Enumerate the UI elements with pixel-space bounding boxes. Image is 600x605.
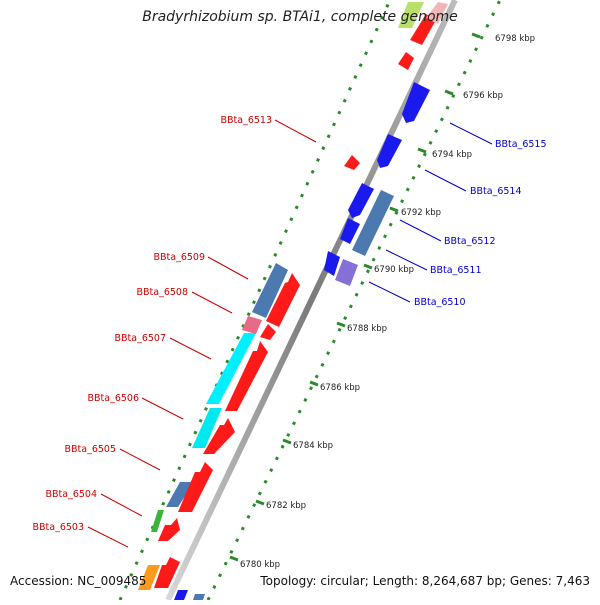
gene-top-red-a	[398, 52, 414, 70]
gene-label-bbta-6507: BBta_6507	[114, 333, 166, 344]
left-label-leaders	[87, 119, 317, 548]
gene-6512-block	[352, 190, 394, 256]
gene-6507	[225, 341, 268, 411]
genome-backbone	[165, 0, 458, 602]
gene-label-bbta-6505: BBta_6505	[64, 444, 116, 455]
gene-label-bbta-6504: BBta_6504	[45, 489, 97, 500]
gene-top-red-b	[410, 14, 436, 45]
scale-label-6784: 6784 kbp	[293, 441, 333, 451]
gene-bottom-blue-a	[174, 590, 188, 600]
scale-label-6788: 6788 kbp	[347, 324, 387, 334]
scale-label-6792: 6792 kbp	[401, 208, 441, 218]
scale-label-6782: 6782 kbp	[266, 501, 306, 511]
gene-6509	[266, 273, 300, 327]
gene-6515	[402, 82, 430, 123]
gene-label-bbta-6515: BBta_6515	[495, 139, 547, 150]
scale-label-6780: 6780 kbp	[240, 560, 280, 570]
gene-label-bbta-6508: BBta_6508	[136, 287, 188, 298]
forward-genes	[138, 2, 448, 600]
scale-ticks	[229, 32, 481, 562]
tick-track-outer	[118, 0, 502, 601]
gene-label-bbta-6513: BBta_6513	[220, 115, 272, 126]
gene-6503	[154, 557, 180, 588]
gene-6504	[158, 518, 180, 541]
gene-6506-block	[192, 408, 222, 448]
gene-6504-small	[151, 510, 164, 532]
reverse-genes	[324, 82, 430, 286]
gene-label-bbta-6512: BBta_6512	[444, 236, 496, 247]
gene-top-green	[398, 2, 424, 28]
gene-label-bbta-6514: BBta_6514	[470, 186, 522, 197]
gene-6508	[260, 324, 276, 340]
gene-6514	[377, 134, 402, 168]
gene-6505	[178, 462, 213, 512]
gene-6505-block	[166, 482, 194, 507]
gene-top-pink	[426, 2, 448, 24]
genome-summary: Topology: circular; Length: 8,264,687 bp…	[260, 574, 590, 588]
gene-label-bbta-6506: BBta_6506	[87, 393, 139, 404]
scale-labels: 6780 kbp 6782 kbp 6784 kbp 6786 kbp 6788…	[240, 34, 535, 570]
right-gene-labels: BBta_6510 BBta_6511 BBta_6512 BBta_6514 …	[414, 139, 547, 308]
gene-bottom-blue-b	[193, 594, 205, 600]
gene-6508-block	[242, 316, 262, 334]
gene-6512	[348, 183, 374, 218]
gene-6510-block	[335, 259, 358, 286]
gene-6506	[203, 418, 235, 454]
gene-6510	[324, 251, 340, 276]
gene-label-bbta-6510: BBta_6510	[414, 297, 466, 308]
gene-6509-block	[252, 263, 288, 318]
gene-6513	[344, 155, 360, 170]
gene-label-bbta-6511: BBta_6511	[430, 265, 482, 276]
genome-title: Bradyrhizobium sp. BTAi1, complete genom…	[142, 9, 458, 25]
gene-label-bbta-6509: BBta_6509	[153, 252, 205, 263]
scale-label-6794: 6794 kbp	[432, 150, 472, 160]
right-label-leaders	[368, 122, 493, 303]
gene-6511	[340, 218, 360, 244]
gene-6503-rna	[138, 565, 160, 590]
gene-6507-block	[206, 333, 256, 404]
scale-label-6786: 6786 kbp	[320, 383, 360, 393]
left-gene-labels: BBta_6503 BBta_6504 BBta_6505 BBta_6506 …	[32, 115, 272, 533]
gene-label-bbta-6503: BBta_6503	[32, 522, 84, 533]
scale-label-6798: 6798 kbp	[495, 34, 535, 44]
scale-label-6796: 6796 kbp	[463, 91, 503, 101]
scale-label-6790: 6790 kbp	[374, 265, 414, 275]
accession-label: Accession: NC_009485	[10, 574, 147, 588]
